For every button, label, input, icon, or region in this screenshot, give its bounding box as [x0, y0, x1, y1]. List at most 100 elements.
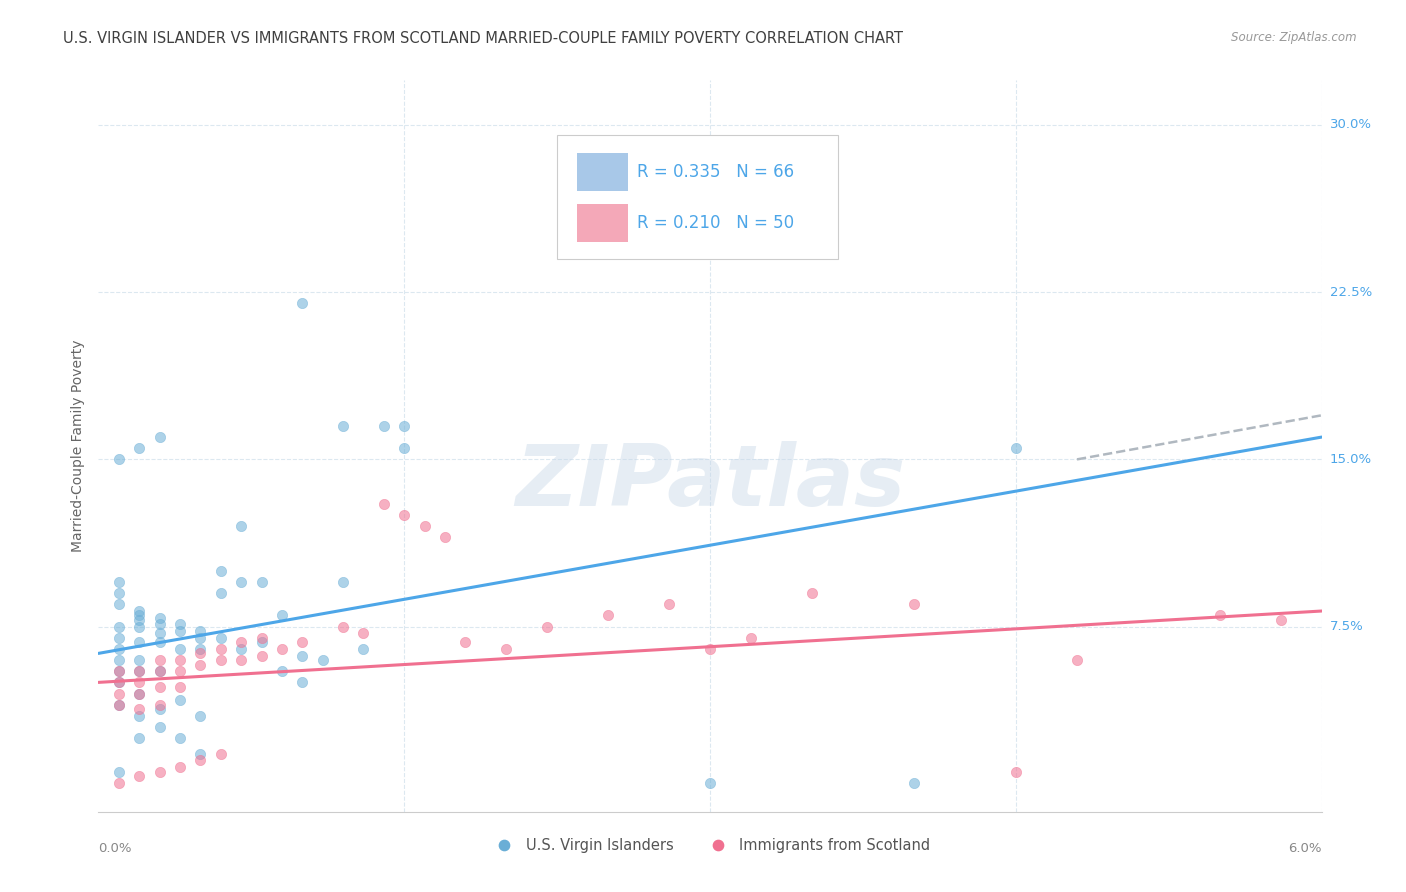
Point — [108, 631, 131, 645]
Point — [188, 747, 212, 761]
Point — [250, 648, 273, 663]
Point — [108, 664, 131, 679]
Point — [332, 418, 354, 433]
Point — [291, 675, 314, 690]
Point — [250, 635, 273, 649]
Point — [108, 764, 131, 779]
Point — [454, 635, 477, 649]
Point — [128, 604, 150, 618]
Point — [658, 598, 681, 612]
Point — [169, 760, 191, 774]
Point — [1208, 608, 1232, 623]
Point — [1004, 442, 1026, 455]
Legend: U.S. Virgin Islanders, Immigrants from Scotland: U.S. Virgin Islanders, Immigrants from S… — [484, 832, 936, 859]
Point — [108, 675, 131, 690]
Point — [270, 608, 292, 623]
Point — [188, 753, 212, 767]
Point — [108, 653, 131, 667]
Point — [1066, 653, 1088, 667]
Point — [108, 575, 131, 590]
Point — [188, 657, 212, 672]
Text: R = 0.210   N = 50: R = 0.210 N = 50 — [637, 214, 794, 232]
Text: ZIPatlas: ZIPatlas — [515, 441, 905, 524]
Point — [392, 508, 416, 523]
Point — [128, 664, 150, 679]
Point — [149, 664, 172, 679]
Point — [250, 631, 273, 645]
Point — [291, 635, 314, 649]
Point — [903, 598, 925, 612]
Text: U.S. VIRGIN ISLANDER VS IMMIGRANTS FROM SCOTLAND MARRIED-COUPLE FAMILY POVERTY C: U.S. VIRGIN ISLANDER VS IMMIGRANTS FROM … — [63, 31, 903, 46]
Point — [108, 452, 131, 467]
Point — [373, 497, 395, 511]
Point — [332, 575, 354, 590]
Point — [149, 764, 172, 779]
Point — [699, 776, 721, 790]
Point — [188, 646, 212, 660]
Point — [149, 635, 172, 649]
Point — [128, 613, 150, 627]
Point — [188, 631, 212, 645]
FancyBboxPatch shape — [557, 135, 838, 260]
Point — [169, 693, 191, 707]
Point — [291, 648, 314, 663]
Point — [149, 698, 172, 712]
Point — [149, 720, 172, 734]
Point — [149, 680, 172, 694]
Point — [128, 702, 150, 716]
Point — [903, 776, 925, 790]
Point — [536, 619, 558, 633]
Point — [128, 687, 150, 701]
Point — [209, 653, 232, 667]
Point — [209, 631, 232, 645]
Point — [699, 642, 721, 657]
FancyBboxPatch shape — [576, 204, 628, 242]
Point — [332, 619, 354, 633]
Text: 7.5%: 7.5% — [1330, 620, 1364, 633]
Point — [149, 617, 172, 632]
Point — [231, 653, 253, 667]
Point — [169, 624, 191, 639]
Point — [413, 519, 436, 533]
Text: 0.0%: 0.0% — [98, 842, 132, 855]
Text: Source: ZipAtlas.com: Source: ZipAtlas.com — [1232, 31, 1357, 45]
Y-axis label: Married-Couple Family Poverty: Married-Couple Family Poverty — [70, 340, 84, 552]
Point — [270, 642, 292, 657]
Point — [231, 635, 253, 649]
Point — [740, 631, 762, 645]
Point — [169, 642, 191, 657]
Point — [250, 575, 273, 590]
Point — [128, 442, 150, 455]
Point — [108, 776, 131, 790]
Point — [598, 608, 620, 623]
Point — [291, 296, 314, 310]
Point — [169, 653, 191, 667]
Point — [495, 642, 517, 657]
Point — [108, 664, 131, 679]
FancyBboxPatch shape — [576, 153, 628, 191]
Point — [433, 530, 456, 544]
Point — [188, 708, 212, 723]
Point — [149, 626, 172, 640]
Point — [108, 698, 131, 712]
Point — [169, 617, 191, 632]
Point — [128, 708, 150, 723]
Point — [209, 586, 232, 600]
Point — [209, 642, 232, 657]
Point — [108, 619, 131, 633]
Point — [128, 619, 150, 633]
Point — [108, 675, 131, 690]
Point — [108, 698, 131, 712]
Point — [231, 575, 253, 590]
Point — [149, 702, 172, 716]
Text: 30.0%: 30.0% — [1330, 119, 1372, 131]
Point — [352, 626, 374, 640]
Point — [1270, 613, 1292, 627]
Point — [128, 608, 150, 623]
Text: 6.0%: 6.0% — [1288, 842, 1322, 855]
Point — [169, 731, 191, 746]
Point — [801, 586, 824, 600]
Point — [128, 653, 150, 667]
Point — [108, 598, 131, 612]
Point — [128, 769, 150, 783]
